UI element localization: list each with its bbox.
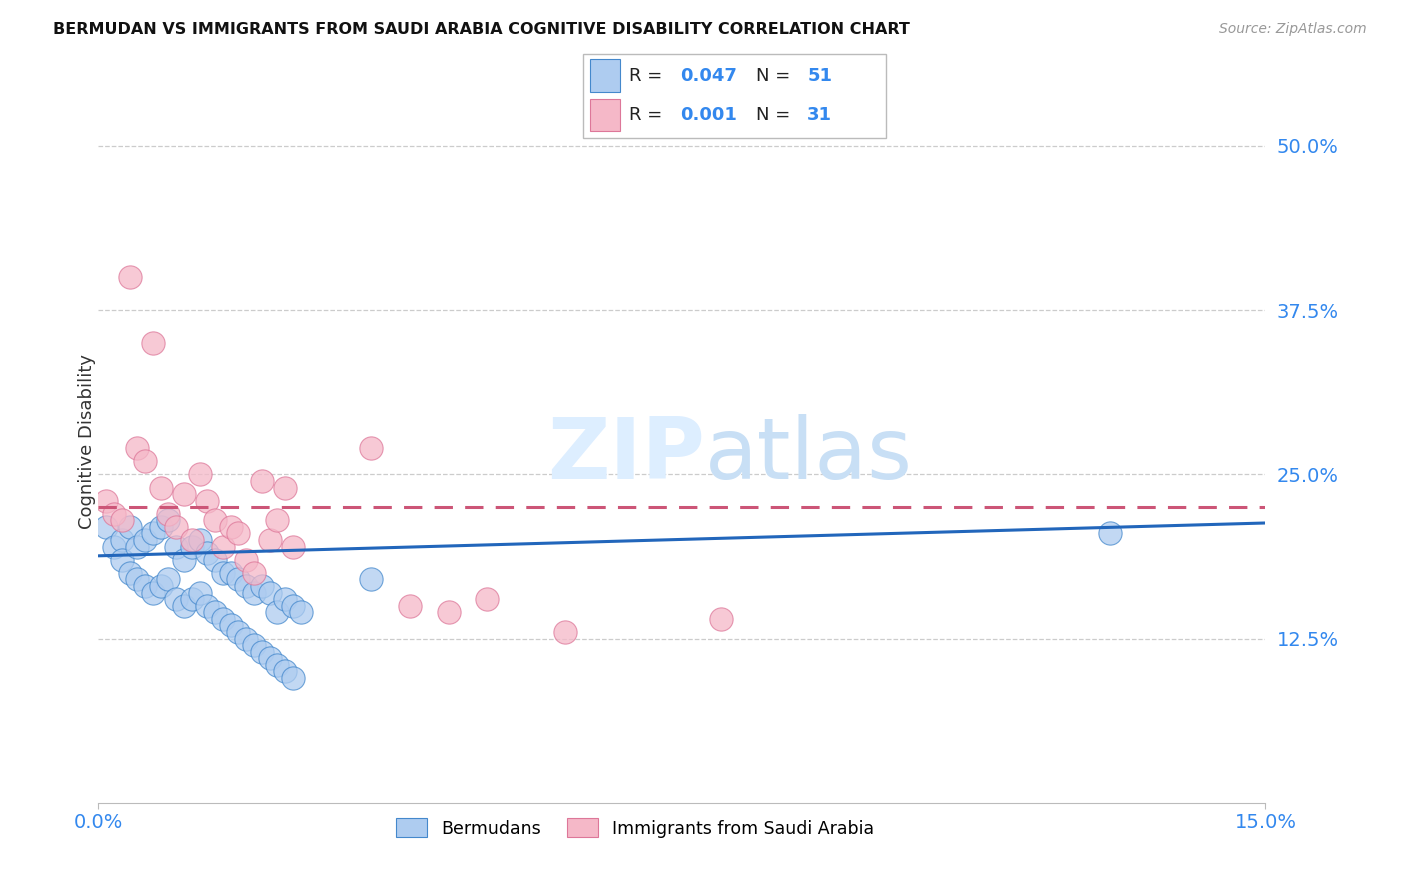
Text: R =: R = [628,106,668,124]
Point [157,513,180,527]
Point [173,599,195,613]
Point [103,507,125,521]
Point [274,481,297,495]
Point [437,605,460,619]
Point [228,573,250,587]
Point [243,566,266,580]
Text: N =: N = [756,106,796,124]
Point [281,671,304,685]
Point [180,592,202,607]
Point [188,533,211,547]
Text: R =: R = [628,67,668,85]
Point [111,533,134,547]
Point [219,566,242,580]
Point [710,612,733,626]
Point [259,651,281,665]
Text: 51: 51 [807,67,832,85]
Text: BERMUDAN VS IMMIGRANTS FROM SAUDI ARABIA COGNITIVE DISABILITY CORRELATION CHART: BERMUDAN VS IMMIGRANTS FROM SAUDI ARABIA… [53,22,910,37]
Point [290,605,312,619]
Point [360,441,382,455]
Legend: Bermudans, Immigrants from Saudi Arabia: Bermudans, Immigrants from Saudi Arabia [389,812,882,845]
Point [157,573,180,587]
Point [250,579,273,593]
Point [173,553,195,567]
Point [250,474,273,488]
Point [111,553,134,567]
FancyBboxPatch shape [589,60,620,92]
FancyBboxPatch shape [583,54,886,138]
Point [250,645,273,659]
Text: N =: N = [756,67,796,85]
Point [266,605,288,619]
Text: atlas: atlas [706,415,914,498]
Point [212,540,235,554]
Point [219,618,242,632]
Point [259,533,281,547]
Point [281,540,304,554]
Point [180,540,202,554]
Text: 0.047: 0.047 [681,67,737,85]
Text: Source: ZipAtlas.com: Source: ZipAtlas.com [1219,22,1367,37]
Point [195,493,218,508]
Point [118,566,141,580]
Point [212,612,235,626]
Point [96,520,118,534]
Point [103,540,125,554]
Point [228,526,250,541]
Point [195,546,218,560]
Point [165,540,187,554]
Point [266,513,288,527]
Point [554,625,576,640]
Point [142,336,165,351]
Point [235,579,257,593]
Point [111,513,134,527]
Point [398,599,420,613]
Y-axis label: Cognitive Disability: Cognitive Disability [79,354,96,529]
Point [212,566,235,580]
Point [127,540,149,554]
Point [235,632,257,646]
Point [274,592,297,607]
Point [243,638,266,652]
Point [204,553,226,567]
Point [235,553,257,567]
Point [96,493,118,508]
Point [180,533,202,547]
Point [274,665,297,679]
Point [127,441,149,455]
Point [243,585,266,599]
Point [360,573,382,587]
Point [259,585,281,599]
Point [173,487,195,501]
FancyBboxPatch shape [589,99,620,131]
Point [219,520,242,534]
Point [228,625,250,640]
Point [477,592,499,607]
Point [149,579,172,593]
Point [118,270,141,285]
Point [281,599,304,613]
Point [134,533,156,547]
Point [1098,526,1121,541]
Point [195,599,218,613]
Point [204,605,226,619]
Point [134,454,156,468]
Point [149,481,172,495]
Point [266,657,288,672]
Point [188,467,211,482]
Text: 0.001: 0.001 [681,106,737,124]
Point [149,520,172,534]
Point [134,579,156,593]
Point [118,520,141,534]
Point [204,513,226,527]
Point [142,585,165,599]
Point [127,573,149,587]
Point [165,520,187,534]
Point [157,507,180,521]
Point [165,592,187,607]
Point [188,585,211,599]
Point [142,526,165,541]
Text: ZIP: ZIP [547,415,706,498]
Text: 31: 31 [807,106,832,124]
